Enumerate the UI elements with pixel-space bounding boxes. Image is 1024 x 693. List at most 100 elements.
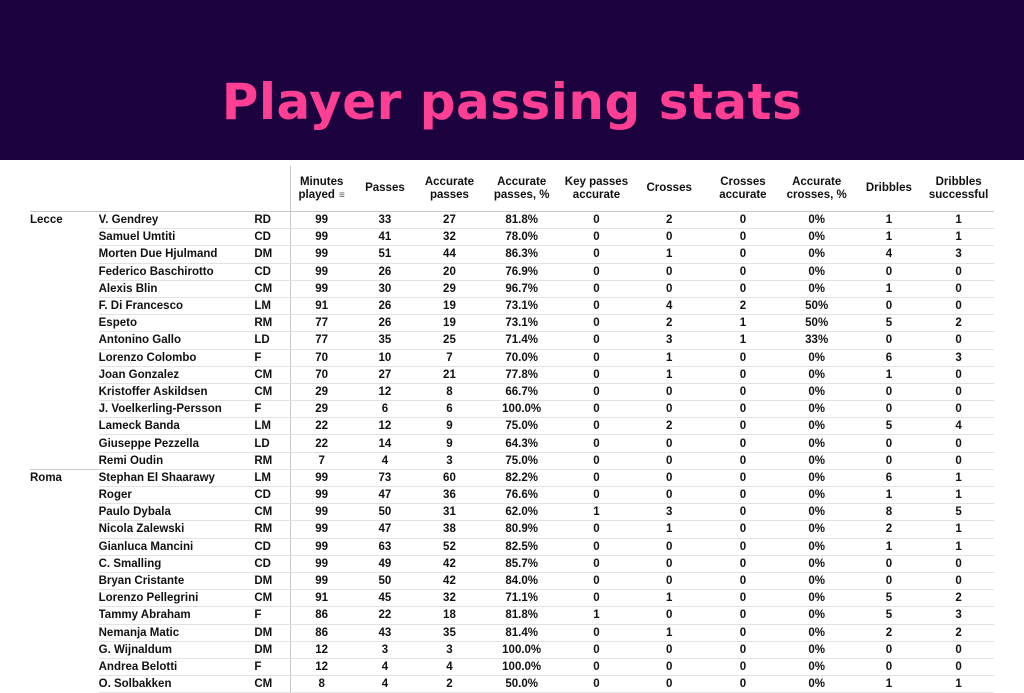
table-row: Samuel Umtiti CD 99 41 32 78.0% 0 0 0 0% 1 1 — [30, 228, 994, 247]
stat-cell: 0 — [707, 606, 779, 625]
stat-cell: 0 — [631, 572, 708, 591]
stat-cell: 0% — [778, 555, 855, 573]
player-name: O. Solbakken — [98, 675, 255, 693]
header-accurate-passes: Accurate passes — [417, 166, 482, 212]
player-name: Roger — [98, 486, 255, 505]
stat-cell: 81.4% — [481, 624, 562, 642]
sort-descending-icon[interactable]: ≡ — [338, 189, 345, 201]
stat-cell: 100.0% — [481, 641, 562, 659]
stat-cell: 0 — [854, 434, 924, 453]
stat-cell: 0 — [561, 280, 632, 298]
stat-cell: 12 — [289, 658, 353, 677]
player-name: Lameck Banda — [98, 417, 255, 436]
stat-cell: 0 — [561, 555, 632, 573]
stat-cell: 3 — [631, 503, 708, 522]
stat-cell: 0 — [561, 297, 632, 316]
team-cell — [30, 607, 99, 624]
table-row: Espeto RM 77 26 19 73.1% 0 2 1 50% 5 2 — [30, 314, 994, 333]
stat-cell: 0 — [923, 641, 994, 659]
stat-cell: 99 — [289, 468, 353, 488]
stat-cell: 0% — [778, 675, 855, 693]
stat-cell: 0 — [631, 486, 708, 505]
stat-cell: 0 — [561, 366, 632, 384]
stat-cell: 0% — [778, 280, 855, 298]
stat-cell: 9 — [417, 417, 482, 436]
stat-cell: 0 — [923, 297, 994, 316]
stat-cell: 0 — [923, 263, 994, 281]
team-cell — [30, 246, 99, 263]
player-name: Federico Baschirotto — [98, 263, 255, 281]
stat-cell: 1 — [854, 486, 924, 505]
stat-cell: 91 — [289, 589, 353, 608]
stat-cell: 0% — [778, 349, 855, 367]
stat-cell: 0 — [561, 245, 632, 264]
player-name: F. Di Francesco — [98, 297, 255, 316]
stat-cell: 99 — [289, 538, 353, 556]
stat-cell: 99 — [289, 228, 353, 247]
table-body: Lecce V. Gendrey RD 99 33 27 81.8% 0 2 0 0% 1 1 Samue… — [30, 211, 994, 693]
stat-cell: 6 — [417, 400, 482, 419]
player-position: DM — [254, 624, 291, 642]
stat-cell: 1 — [923, 211, 994, 230]
stat-cell: 4 — [923, 417, 994, 436]
stat-cell: 1 — [923, 675, 994, 693]
stat-cell: 0 — [631, 606, 708, 625]
stat-cell: 0 — [631, 263, 708, 281]
team-cell — [30, 315, 99, 332]
stat-cell: 0% — [778, 468, 855, 488]
player-position: LD — [254, 434, 291, 453]
stat-cell: 0% — [778, 245, 855, 264]
stat-cell: 1 — [854, 538, 924, 556]
stat-cell: 0% — [778, 486, 855, 505]
stat-cell: 4 — [352, 658, 418, 677]
stat-cell: 49 — [352, 555, 418, 573]
stat-cell: 3 — [352, 641, 418, 659]
stat-cell: 0 — [631, 641, 708, 659]
player-name: Lorenzo Colombo — [98, 349, 255, 367]
stat-cell: 0% — [778, 263, 855, 281]
stat-cell: 0 — [707, 520, 779, 539]
player-position: CM — [254, 383, 291, 402]
stat-cell: 4 — [854, 245, 924, 264]
stat-cell: 0 — [561, 589, 632, 608]
stat-cell: 0 — [561, 417, 632, 436]
stat-cell: 0 — [707, 400, 779, 419]
stat-cell: 0 — [631, 280, 708, 298]
stat-cell: 26 — [352, 314, 418, 333]
stat-cell: 4 — [631, 297, 708, 316]
stat-cell: 2 — [923, 314, 994, 333]
team-cell — [30, 676, 99, 693]
stat-cell: 71.4% — [481, 331, 562, 350]
player-position: CM — [254, 280, 291, 298]
stat-cell: 0 — [707, 555, 779, 573]
stat-cell: 80.9% — [481, 520, 562, 539]
stat-cell: 0 — [631, 434, 708, 453]
team-cell — [30, 280, 99, 297]
team-cell — [30, 452, 99, 469]
table-row: Lorenzo Colombo F 70 10 7 70.0% 0 1 0 0% 6 3 — [30, 349, 994, 367]
header-minutes-played[interactable]: Minutes played ≡ — [289, 166, 353, 212]
stat-cell: 0 — [707, 503, 779, 522]
stat-cell: 0 — [561, 228, 632, 247]
player-position: LM — [254, 417, 291, 436]
player-name: Gianluca Mancini — [98, 538, 255, 556]
table-row: Kristoffer Askildsen CM 29 12 8 66.7% 0 0 0 0% 0 0 — [30, 383, 994, 402]
stat-cell: 0 — [561, 538, 632, 556]
player-name: Paulo Dybala — [98, 503, 255, 522]
stat-cell: 36 — [417, 486, 482, 505]
stat-cell: 0 — [561, 211, 632, 230]
stat-cell: 0% — [778, 624, 855, 642]
stat-cell: 96.7% — [481, 280, 562, 298]
stat-cell: 0 — [561, 349, 632, 367]
stat-cell: 29 — [289, 400, 353, 419]
stat-cell: 99 — [289, 211, 353, 230]
stat-cell: 0 — [854, 641, 924, 659]
header-label: Minutes played — [298, 175, 344, 201]
stat-cell: 29 — [417, 280, 482, 298]
stat-cell: 38 — [417, 520, 482, 539]
team-cell — [30, 349, 99, 366]
stat-cell: 0 — [854, 555, 924, 573]
player-position: CM — [254, 366, 291, 384]
stat-cell: 1 — [631, 349, 708, 367]
header-position — [254, 166, 291, 212]
